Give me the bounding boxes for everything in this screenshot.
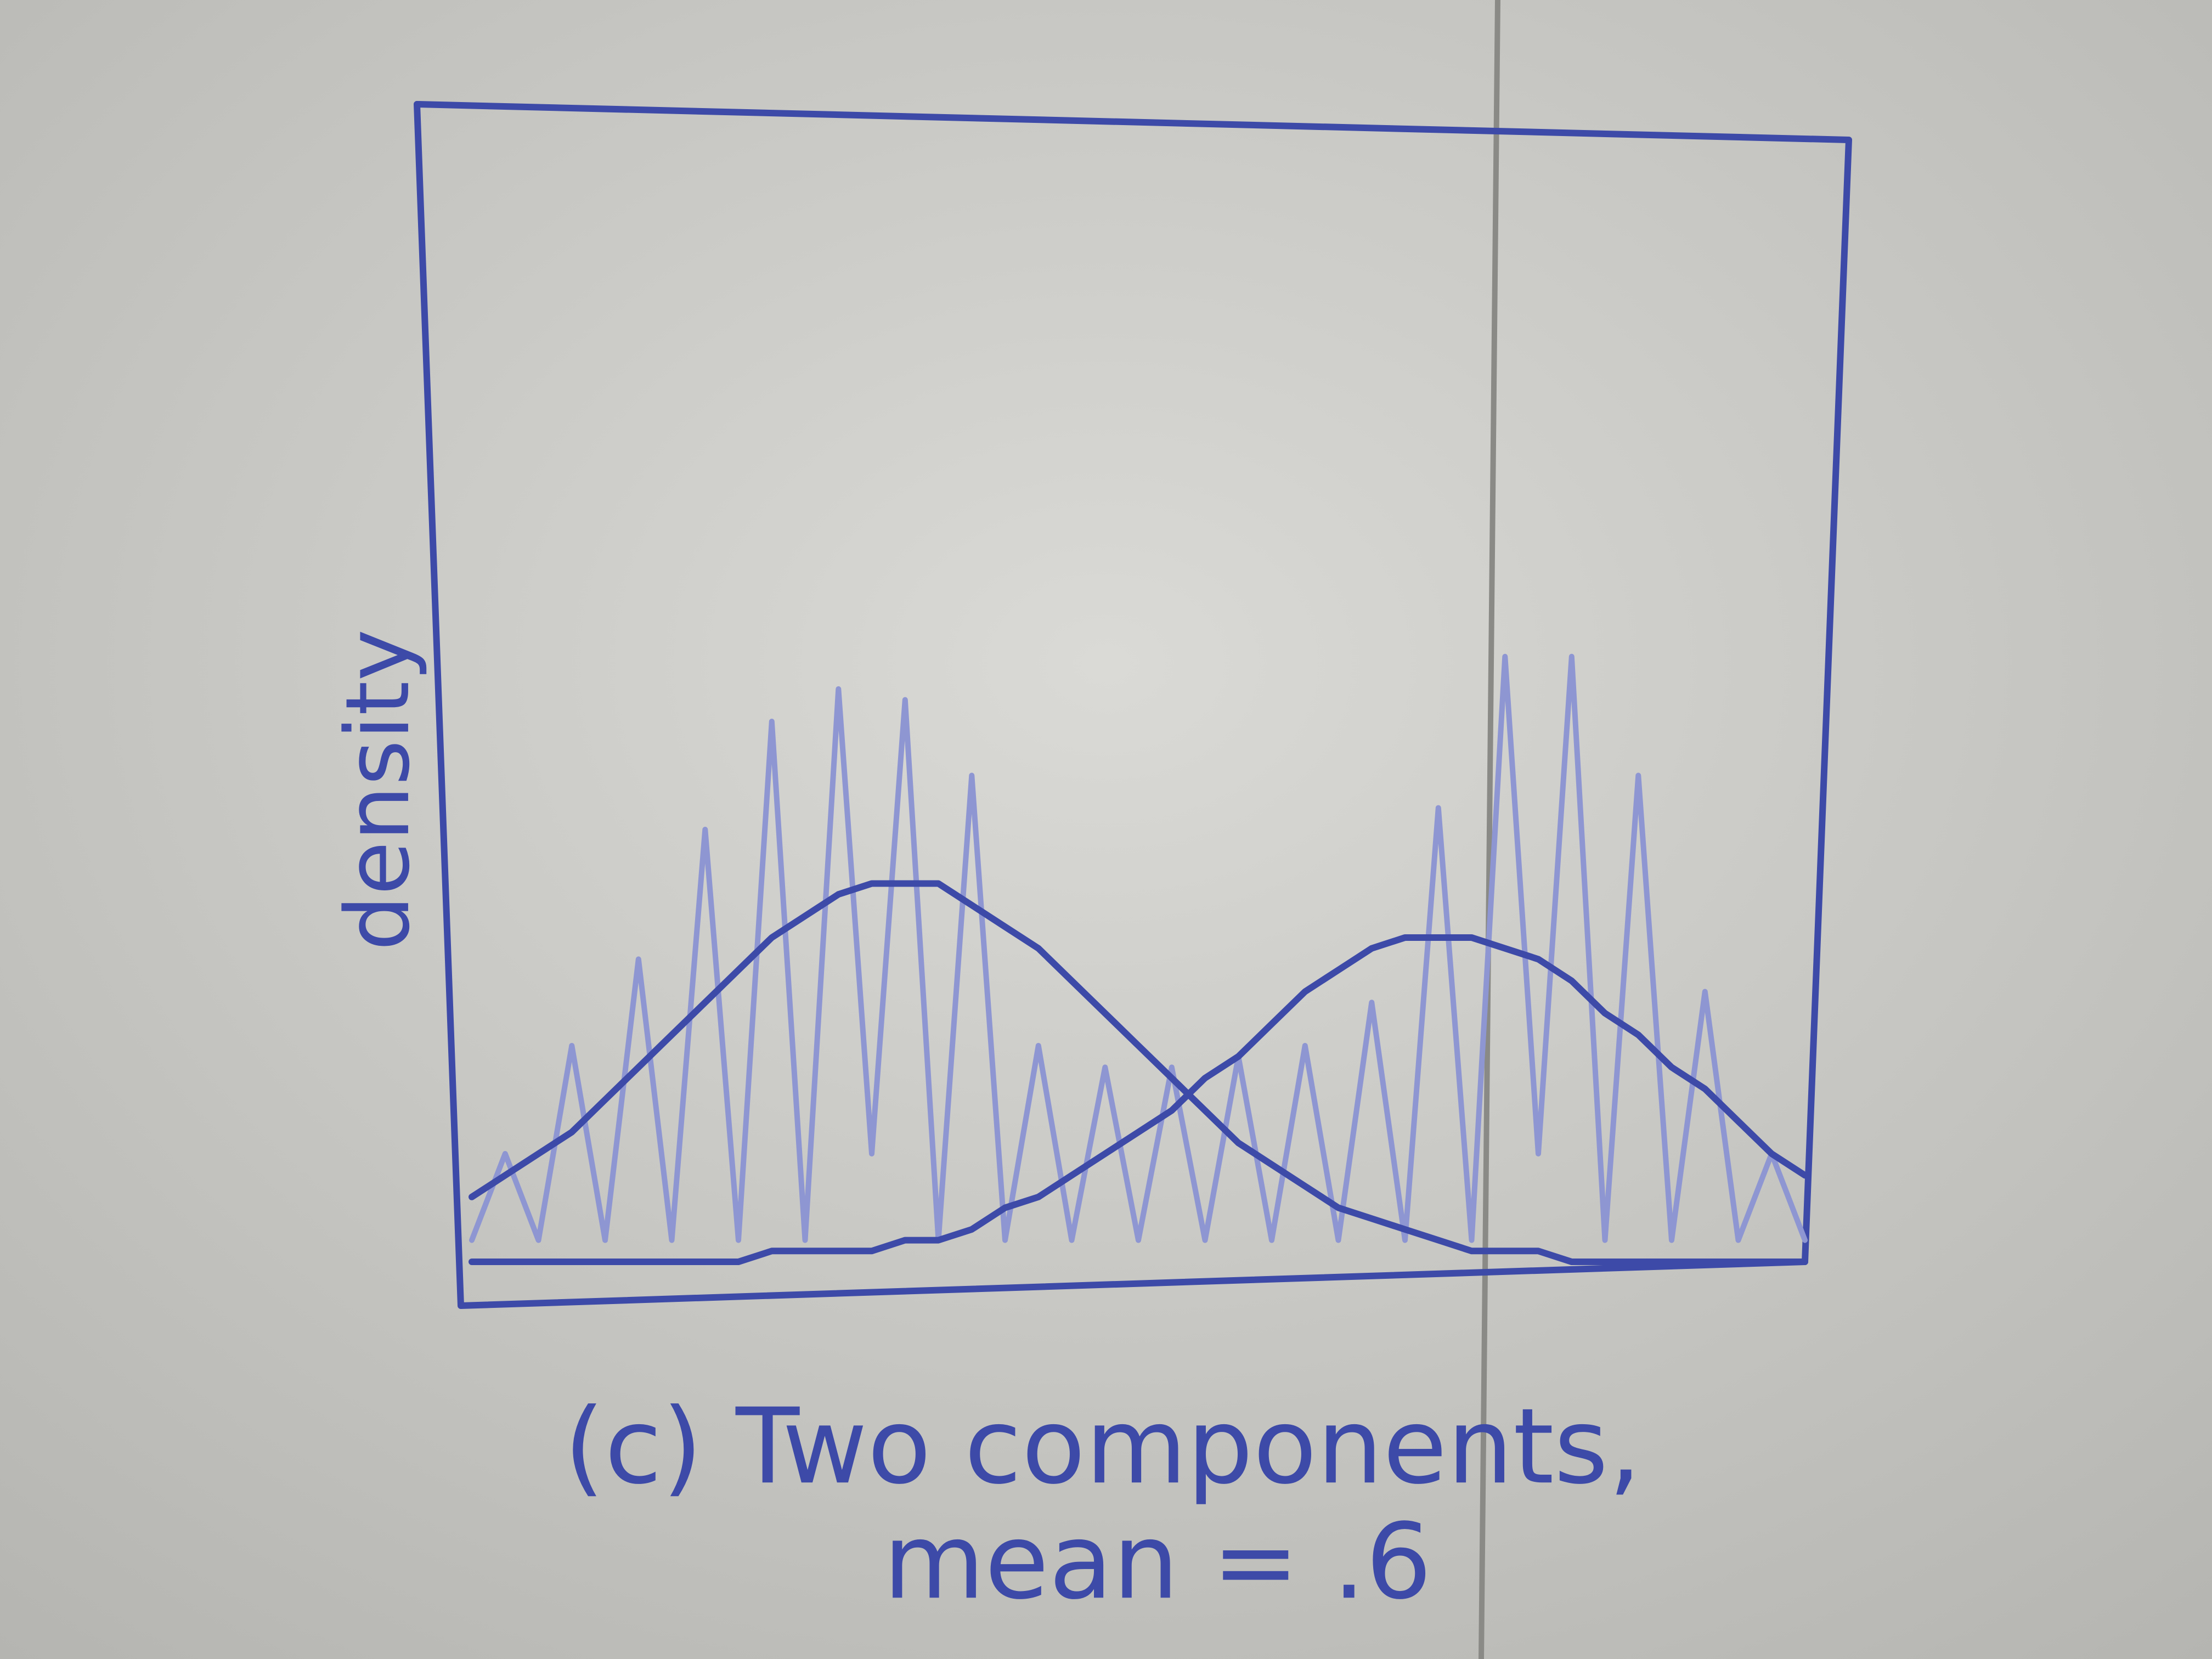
density-curve <box>469 653 1808 1243</box>
caption-line: mean = .6 <box>883 1501 1432 1622</box>
density-curve <box>469 880 1808 1265</box>
y-axis-label: density <box>326 629 429 951</box>
paper-fold <box>1479 0 1500 1659</box>
density-curve <box>469 934 1808 1265</box>
caption-line: (c) Two components, <box>564 1386 1641 1507</box>
